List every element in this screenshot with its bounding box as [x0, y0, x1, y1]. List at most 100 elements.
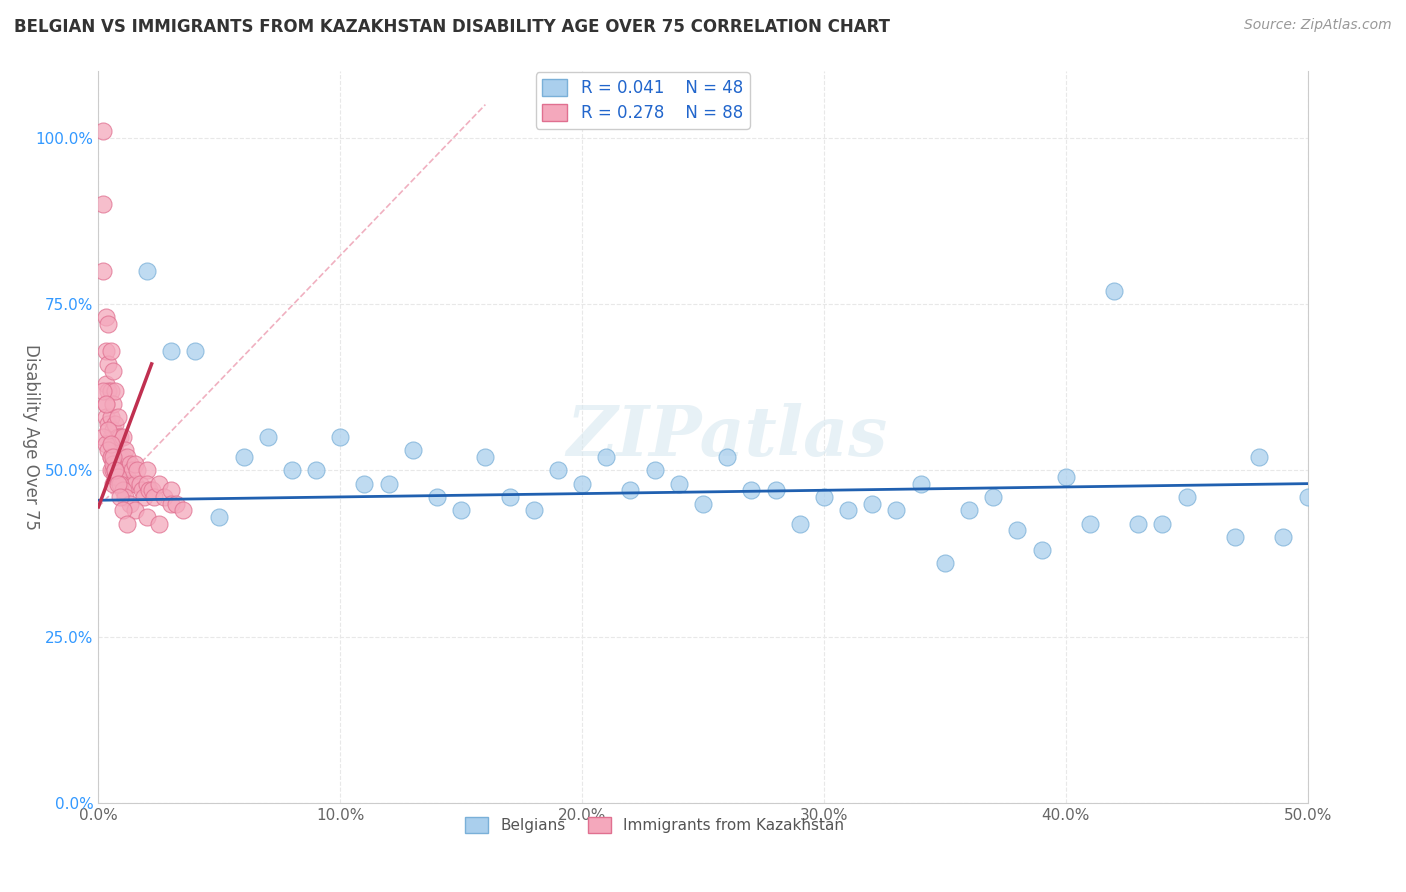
Point — [281, 463, 304, 477]
Point — [104, 436, 127, 450]
Text: ZIPatlas: ZIPatlas — [567, 403, 887, 471]
Point — [118, 476, 141, 491]
Point — [910, 476, 932, 491]
Point — [117, 450, 139, 464]
Point — [117, 470, 139, 484]
Point — [100, 410, 122, 425]
Point — [111, 483, 134, 498]
Point — [957, 503, 980, 517]
Point — [101, 463, 124, 477]
Point — [91, 430, 114, 444]
Point — [94, 310, 117, 325]
Point — [91, 197, 114, 211]
Point — [837, 503, 859, 517]
Point — [101, 457, 124, 471]
Point — [94, 397, 117, 411]
Point — [152, 490, 174, 504]
Point — [547, 463, 569, 477]
Point — [97, 357, 120, 371]
Point — [111, 476, 134, 491]
Point — [94, 436, 117, 450]
Point — [860, 497, 883, 511]
Point — [101, 424, 124, 438]
Point — [1031, 543, 1053, 558]
Point — [165, 497, 187, 511]
Point — [97, 424, 120, 438]
Point — [619, 483, 641, 498]
Point — [668, 476, 690, 491]
Point — [595, 450, 617, 464]
Point — [450, 503, 472, 517]
Point — [107, 430, 129, 444]
Point — [1223, 530, 1246, 544]
Point — [97, 417, 120, 431]
Point — [94, 397, 117, 411]
Point — [108, 490, 131, 504]
Legend: Belgians, Immigrants from Kazakhstan: Belgians, Immigrants from Kazakhstan — [458, 811, 851, 839]
Point — [184, 343, 207, 358]
Point — [172, 503, 194, 517]
Point — [934, 557, 956, 571]
Point — [114, 443, 136, 458]
Point — [107, 450, 129, 464]
Text: Source: ZipAtlas.com: Source: ZipAtlas.com — [1244, 18, 1392, 32]
Point — [117, 516, 139, 531]
Point — [124, 503, 146, 517]
Point — [135, 264, 157, 278]
Point — [498, 490, 520, 504]
Point — [1249, 450, 1271, 464]
Point — [94, 410, 117, 425]
Point — [101, 443, 124, 458]
Point — [101, 476, 124, 491]
Point — [104, 457, 127, 471]
Point — [232, 450, 254, 464]
Point — [128, 476, 150, 491]
Point — [329, 430, 352, 444]
Point — [121, 463, 143, 477]
Point — [111, 503, 134, 517]
Point — [100, 450, 122, 464]
Point — [474, 450, 496, 464]
Point — [107, 476, 129, 491]
Point — [111, 463, 134, 477]
Point — [1102, 284, 1125, 298]
Point — [108, 476, 131, 491]
Point — [143, 490, 166, 504]
Point — [1175, 490, 1198, 504]
Point — [97, 384, 120, 398]
Point — [571, 476, 593, 491]
Point — [886, 503, 908, 517]
Point — [91, 264, 114, 278]
Point — [131, 483, 153, 498]
Point — [1078, 516, 1101, 531]
Point — [692, 497, 714, 511]
Point — [124, 457, 146, 471]
Point — [94, 343, 117, 358]
Point — [100, 430, 122, 444]
Point — [100, 436, 122, 450]
Point — [118, 497, 141, 511]
Point — [160, 483, 183, 498]
Point — [104, 417, 127, 431]
Point — [101, 363, 124, 377]
Point — [100, 463, 122, 477]
Point — [523, 503, 546, 517]
Point — [100, 384, 122, 398]
Point — [135, 463, 157, 477]
Point — [104, 384, 127, 398]
Point — [1152, 516, 1174, 531]
Point — [108, 470, 131, 484]
Point — [1272, 530, 1295, 544]
Point — [813, 490, 835, 504]
Point — [104, 470, 127, 484]
Point — [135, 476, 157, 491]
Point — [108, 430, 131, 444]
Point — [127, 463, 149, 477]
Point — [104, 463, 127, 477]
Point — [97, 317, 120, 331]
Point — [135, 509, 157, 524]
Point — [104, 463, 127, 477]
Point — [114, 463, 136, 477]
Point — [644, 463, 666, 477]
Point — [97, 443, 120, 458]
